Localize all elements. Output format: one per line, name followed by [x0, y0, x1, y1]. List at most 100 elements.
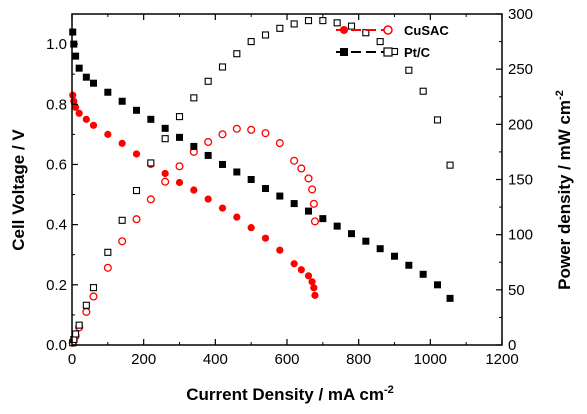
- data-point-cusac-voltage: [310, 284, 318, 292]
- data-point-ptc-voltage: [290, 200, 298, 208]
- data-point-cusac-voltage: [104, 130, 112, 138]
- data-point-ptc-power: [218, 63, 227, 71]
- y-right-tick-label: 150: [508, 172, 533, 189]
- y-left-tick-label: 0.2: [46, 277, 67, 294]
- series-cusac: [68, 91, 320, 347]
- legend: CuSAC Pt/C: [336, 23, 449, 60]
- data-point-ptc-voltage: [305, 207, 312, 215]
- data-point-ptc-power: [72, 330, 80, 338]
- data-point-cusac-power: [261, 129, 270, 138]
- y-left-tick-label: 1.0: [46, 36, 67, 53]
- data-point-ptc-power: [147, 159, 155, 167]
- data-point-cusac-power: [310, 217, 320, 226]
- data-point-ptc-voltage: [90, 79, 97, 87]
- data-point-ptc-power: [175, 113, 184, 121]
- data-point-ptc-power: [190, 94, 198, 102]
- x-tick-label: 0: [68, 351, 76, 368]
- data-point-ptc-voltage: [391, 252, 398, 260]
- data-point-ptc-power: [233, 50, 241, 58]
- data-point-cusac-power: [204, 137, 213, 147]
- x-tick-label: 600: [274, 351, 299, 368]
- data-point-cusac-power: [175, 162, 184, 171]
- data-point-ptc-power: [376, 38, 384, 46]
- data-point-ptc-voltage: [419, 270, 427, 278]
- data-point-cusac-power: [304, 174, 313, 183]
- data-point-ptc-voltage: [104, 88, 112, 96]
- y-right-tick-label: 300: [508, 6, 533, 23]
- data-point-ptc-voltage: [376, 245, 384, 253]
- data-point-ptc-voltage: [348, 230, 355, 238]
- data-point-cusac-voltage: [297, 266, 305, 274]
- data-point-ptc-voltage: [204, 151, 212, 159]
- x-tick-label: 200: [131, 351, 156, 368]
- data-point-cusac-power: [309, 199, 318, 208]
- data-point-ptc-voltage: [161, 124, 169, 132]
- y-left-axis-title: Cell Voltage / V: [9, 129, 28, 251]
- data-point-ptc-voltage: [247, 176, 255, 183]
- x-tick-label: 1000: [414, 351, 447, 368]
- data-point-cusac-power: [275, 139, 284, 148]
- legend-entry-cusac: CuSAC: [336, 23, 449, 38]
- data-point-cusac-voltage: [132, 150, 141, 158]
- data-point-cusac-voltage: [233, 213, 241, 221]
- y-right-tick-label: 200: [508, 116, 533, 133]
- x-tick-label: 800: [346, 351, 371, 368]
- data-point-ptc-power: [276, 24, 284, 32]
- legend-marker-ptc-power: [383, 47, 393, 57]
- data-point-ptc-power: [247, 38, 255, 46]
- y-left-tick-label: 0.4: [46, 217, 67, 234]
- legend-label-ptc: Pt/C: [404, 45, 431, 60]
- data-point-cusac-power: [82, 307, 91, 316]
- data-point-cusac-voltage: [89, 121, 98, 129]
- data-point-cusac-power: [218, 130, 227, 139]
- data-point-ptc-voltage: [147, 115, 155, 123]
- y-right-axis-title: Power density / mW cm-2: [554, 90, 574, 290]
- data-point-ptc-power: [204, 77, 212, 85]
- data-point-ptc-power: [104, 248, 112, 256]
- data-point-ptc-power: [319, 17, 327, 25]
- y-left-tick-label: 0.8: [46, 96, 67, 113]
- data-point-cusac-voltage: [118, 139, 126, 147]
- data-point-ptc-power: [161, 135, 169, 143]
- data-point-ptc-power: [290, 20, 298, 28]
- data-point-ptc-voltage: [319, 215, 327, 223]
- data-point-ptc-voltage: [333, 222, 341, 230]
- data-point-ptc-voltage: [176, 133, 183, 141]
- data-point-cusac-power: [297, 164, 306, 173]
- data-point-ptc-power: [82, 301, 90, 309]
- data-point-cusac-voltage: [82, 115, 90, 123]
- data-point-cusac-power: [308, 185, 317, 194]
- data-point-cusac-power: [290, 156, 299, 165]
- data-point-ptc-voltage: [75, 64, 83, 72]
- data-point-ptc-voltage: [118, 97, 126, 105]
- data-point-cusac-power: [247, 125, 256, 134]
- data-point-ptc-voltage: [446, 294, 454, 302]
- data-point-ptc-power: [304, 17, 313, 25]
- data-point-cusac-voltage: [75, 109, 83, 117]
- data-point-ptc-power: [333, 19, 341, 27]
- y-right-tick-label: 250: [508, 61, 533, 78]
- data-point-cusac-voltage: [218, 204, 227, 212]
- plot-frame: [71, 13, 503, 346]
- data-point-ptc-power: [347, 22, 356, 30]
- data-point-ptc-power: [89, 284, 98, 292]
- data-point-ptc-power: [446, 161, 454, 169]
- data-point-cusac-power: [89, 292, 98, 301]
- data-point-cusac-power: [146, 195, 155, 204]
- data-point-cusac-power: [161, 177, 170, 186]
- data-point-cusac-voltage: [261, 234, 270, 242]
- data-point-ptc-power: [419, 87, 427, 95]
- data-point-cusac-voltage: [290, 260, 298, 268]
- data-point-ptc-power: [433, 116, 442, 124]
- data-point-cusac-voltage: [247, 224, 255, 232]
- data-point-ptc-power: [405, 66, 413, 74]
- y-left-tick-label: 0.0: [46, 337, 67, 354]
- data-point-ptc-voltage: [219, 160, 226, 168]
- legend-marker-ptc-voltage: [340, 48, 348, 56]
- data-point-cusac-voltage: [175, 178, 184, 187]
- data-point-ptc-power: [132, 186, 141, 195]
- y-right-tick-label: 0: [508, 337, 516, 354]
- data-point-ptc-voltage: [233, 168, 241, 176]
- x-tick-label: 1200: [485, 351, 518, 368]
